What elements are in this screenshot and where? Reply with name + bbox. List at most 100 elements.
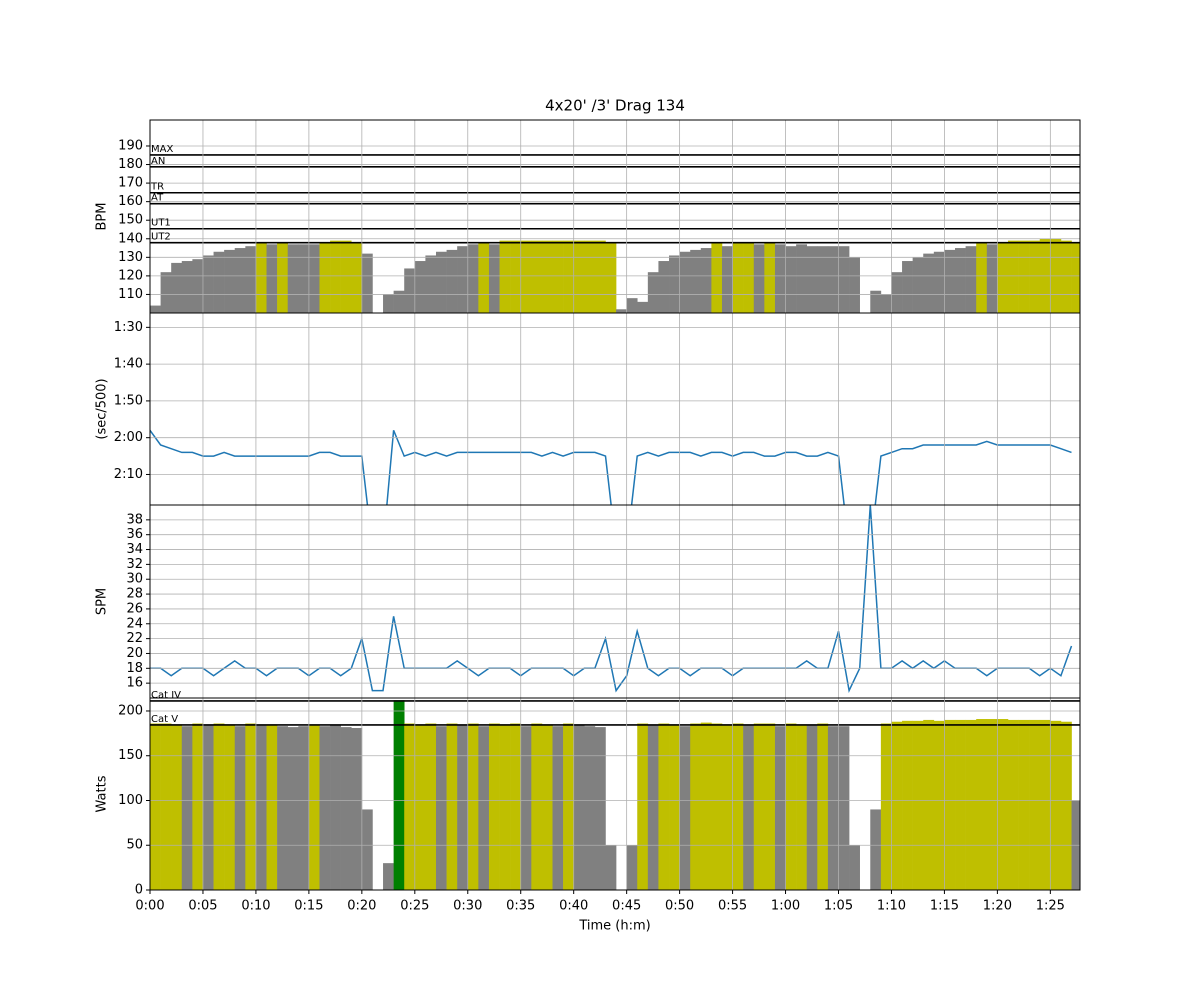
bar <box>340 727 352 890</box>
bar <box>563 240 574 313</box>
x-tick-label: 1:25 <box>1036 899 1065 914</box>
bar <box>160 723 172 890</box>
y-tick-label: 140 <box>118 231 143 246</box>
bar <box>891 721 903 890</box>
zone-label: Cat V <box>151 714 178 725</box>
x-tick-label: 0:00 <box>135 899 164 914</box>
bar <box>425 723 437 890</box>
panel <box>150 505 1073 694</box>
bar <box>340 240 352 313</box>
bar <box>457 725 469 890</box>
chart-title: 4x20' /3' Drag 134 <box>545 97 685 115</box>
bar <box>308 244 320 313</box>
x-tick-label: 0:10 <box>241 899 270 914</box>
y-tick-label: 150 <box>118 213 143 228</box>
bar <box>446 723 458 890</box>
bar <box>192 723 204 890</box>
bar <box>774 244 786 313</box>
bar <box>277 242 288 313</box>
bar <box>912 257 924 313</box>
panel <box>150 429 1072 505</box>
bar <box>838 246 850 313</box>
bar <box>383 863 394 890</box>
bar <box>690 249 702 313</box>
y-tick-label: 130 <box>118 250 143 265</box>
bar <box>181 726 193 890</box>
zone-label: TR <box>150 182 164 193</box>
bar <box>753 244 765 313</box>
bar <box>647 725 659 890</box>
zone-label: UT2 <box>151 232 171 243</box>
bar <box>573 240 585 313</box>
x-tick-label: 0:55 <box>718 899 747 914</box>
bar <box>510 723 522 890</box>
bar <box>806 246 818 313</box>
y-tick-label: 2:10 <box>114 467 143 482</box>
bar <box>202 255 214 313</box>
bar <box>150 305 161 313</box>
bar <box>1007 240 1019 313</box>
bar <box>626 298 638 313</box>
x-tick-label: 0:40 <box>559 899 588 914</box>
panel <box>150 154 1080 313</box>
bar <box>732 723 744 890</box>
bar <box>531 723 543 890</box>
y-axis-label: Watts <box>95 775 110 812</box>
bar <box>849 845 860 890</box>
y-tick-label: 150 <box>118 748 143 763</box>
bar <box>245 246 257 313</box>
x-tick-label: 1:05 <box>824 899 853 914</box>
bar <box>330 725 341 890</box>
y-tick-label: 160 <box>118 194 143 209</box>
x-tick-label: 0:15 <box>294 899 323 914</box>
bar <box>181 261 193 313</box>
bar <box>764 723 776 890</box>
bar <box>478 726 490 890</box>
bar <box>330 240 341 313</box>
bar <box>478 242 490 313</box>
bar <box>361 809 373 890</box>
bar <box>414 724 426 890</box>
panel <box>150 700 1080 890</box>
zone-label: Cat IV <box>151 690 181 701</box>
x-axis-label: Time (h:m) <box>578 919 650 934</box>
bar <box>785 723 797 890</box>
bar <box>383 294 394 313</box>
bar <box>234 248 246 313</box>
bar <box>997 242 1009 313</box>
bar <box>1029 240 1041 313</box>
bar <box>573 725 585 890</box>
x-tick-label: 0:50 <box>665 899 694 914</box>
bar <box>986 719 998 890</box>
y-tick-label: 1:50 <box>114 393 143 408</box>
bar <box>266 244 278 313</box>
bar <box>679 251 691 313</box>
y-tick-label: 20 <box>126 646 143 661</box>
bar <box>213 251 225 313</box>
bar <box>658 723 670 890</box>
bar <box>817 246 829 313</box>
bar <box>806 725 818 890</box>
bar <box>743 242 755 313</box>
bar <box>700 722 712 890</box>
line <box>150 429 1072 505</box>
bar <box>499 240 511 313</box>
bar <box>171 724 183 890</box>
y-axis-label: BPM <box>95 203 110 231</box>
x-tick-label: 0:05 <box>188 899 217 914</box>
y-tick-label: 26 <box>126 601 143 616</box>
bar <box>817 723 829 890</box>
y-tick-label: 50 <box>126 838 143 853</box>
bar <box>213 723 225 890</box>
bar <box>520 240 532 313</box>
bar <box>986 244 998 313</box>
bar <box>1018 240 1030 313</box>
y-axis-label: SPM <box>95 588 110 615</box>
x-tick-label: 0:20 <box>347 899 376 914</box>
bar <box>404 723 416 890</box>
bar <box>594 240 606 313</box>
x-tick-label: 0:35 <box>506 899 535 914</box>
bar <box>605 845 617 890</box>
bar <box>785 246 797 313</box>
